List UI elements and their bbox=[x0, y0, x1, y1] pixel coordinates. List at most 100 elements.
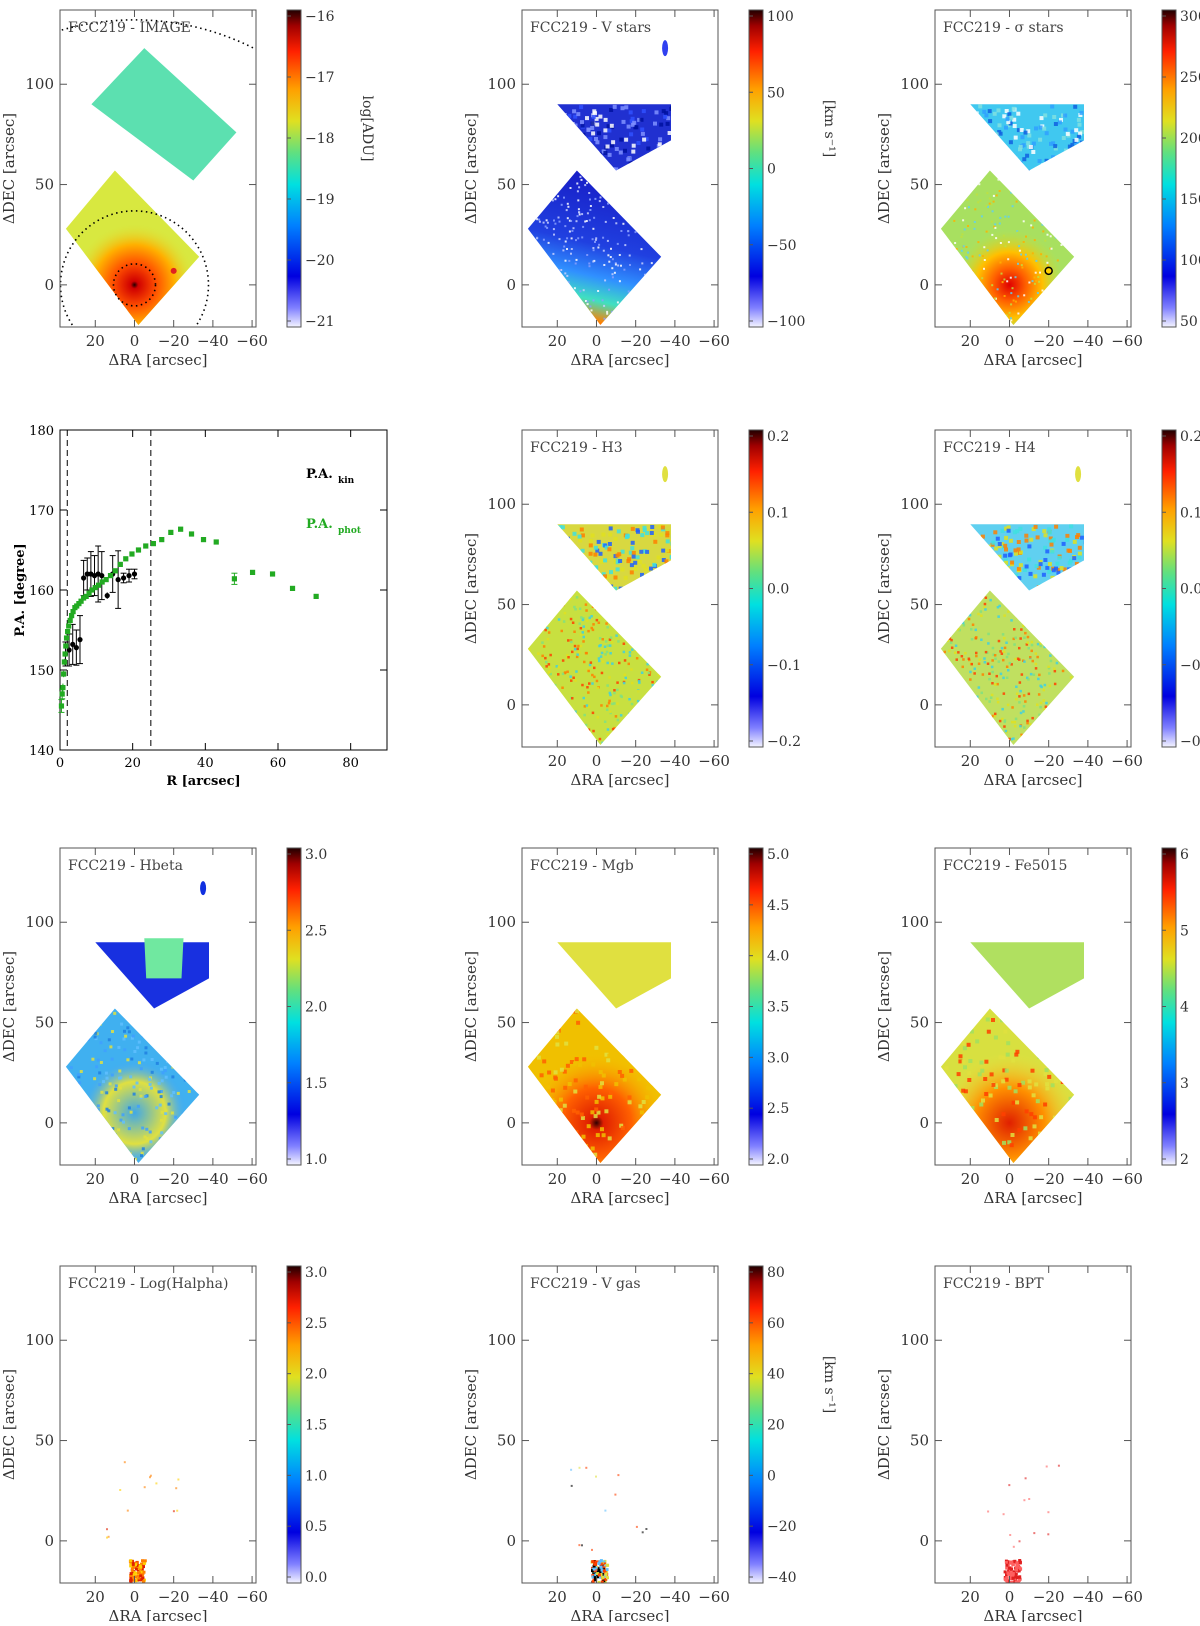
speckle-cell bbox=[1001, 1079, 1006, 1084]
speckle-cell bbox=[1045, 1086, 1050, 1091]
speckle-cell bbox=[984, 650, 988, 654]
panel-title: FCC219 - V gas bbox=[530, 1276, 641, 1292]
speckle-cell bbox=[997, 639, 1001, 643]
speckle-cell bbox=[181, 1156, 184, 1160]
speckle-cell bbox=[1010, 738, 1014, 741]
speckle-cell bbox=[98, 1022, 102, 1026]
speckle-cell bbox=[585, 704, 589, 707]
speckle-cell bbox=[583, 660, 586, 664]
speckle-cell bbox=[1009, 1143, 1014, 1148]
speckle-cell bbox=[995, 1150, 1000, 1155]
y-tick-label: 0 bbox=[44, 276, 54, 294]
x-tick-label: 20 bbox=[548, 752, 567, 770]
speckle-cell bbox=[154, 1043, 158, 1047]
speckle-cell bbox=[1006, 703, 1010, 707]
speckle-cell bbox=[187, 1090, 191, 1093]
speckle-cell bbox=[988, 700, 991, 703]
speckle-cell bbox=[960, 733, 964, 736]
speckle-cell bbox=[1007, 215, 1010, 218]
speckle-cell bbox=[1012, 637, 1015, 641]
x-tick-label: −20 bbox=[1033, 1588, 1065, 1606]
speckle-cell bbox=[626, 157, 631, 162]
speckle-cell bbox=[960, 249, 963, 252]
speckle-cell bbox=[559, 590, 564, 591]
speckle-cell bbox=[1019, 128, 1024, 132]
speckle-cell bbox=[1022, 220, 1025, 223]
speckle-cell bbox=[588, 538, 593, 543]
speckle-cell bbox=[610, 143, 614, 148]
speckle-cell bbox=[1039, 701, 1043, 705]
emission-cell bbox=[1045, 1465, 1048, 1468]
speckle-cell bbox=[1068, 195, 1071, 198]
map-content bbox=[940, 942, 1084, 1163]
speckle-cell bbox=[1017, 295, 1020, 298]
colorbar-tick-label: 80 bbox=[767, 1265, 785, 1281]
speckle-cell bbox=[569, 675, 572, 678]
speckle-cell bbox=[598, 114, 603, 119]
speckle-cell bbox=[1003, 543, 1008, 548]
speckle-cell bbox=[595, 1133, 600, 1138]
speckle-cell bbox=[99, 1041, 103, 1045]
speckle-cell bbox=[1042, 699, 1045, 702]
speckle-cell bbox=[993, 530, 998, 535]
speckle-cell bbox=[1038, 1131, 1042, 1136]
colorbar-label: [km s⁻¹] bbox=[821, 1356, 837, 1413]
speckle-cell bbox=[593, 675, 596, 679]
speckle-cell bbox=[1042, 126, 1047, 131]
speckle-cell bbox=[549, 653, 552, 657]
speckle-cell bbox=[1013, 628, 1016, 631]
pa-point-phot bbox=[249, 569, 256, 575]
axes-frame bbox=[934, 9, 1132, 328]
speckle-cell bbox=[535, 673, 538, 677]
emission-cell bbox=[1009, 1571, 1013, 1575]
speckle-cell bbox=[955, 658, 958, 661]
speckle-cell bbox=[946, 268, 948, 271]
speckle-cell bbox=[1006, 178, 1009, 181]
speckle-cell bbox=[69, 1116, 73, 1120]
speckle-cell bbox=[981, 673, 985, 676]
x-tick-label: −20 bbox=[620, 1588, 652, 1606]
speckle-cell bbox=[955, 1034, 960, 1039]
speckle-cell bbox=[1065, 321, 1068, 324]
speckle-cell bbox=[1003, 295, 1006, 297]
speckle-cell bbox=[1032, 1115, 1037, 1120]
speckle-cell bbox=[656, 186, 659, 189]
speckle-cell bbox=[978, 254, 981, 257]
speckle-cell bbox=[1035, 737, 1038, 740]
speckle-cell bbox=[188, 1029, 192, 1033]
speckle-cell bbox=[589, 209, 592, 211]
speckle-cell bbox=[631, 149, 636, 154]
speckle-cell bbox=[1009, 592, 1012, 596]
x-tick-label: 0 bbox=[592, 1170, 602, 1188]
speckle-cell bbox=[1001, 1055, 1006, 1060]
speckle-cell bbox=[1067, 707, 1071, 710]
speckle-cell bbox=[189, 1112, 193, 1116]
speckle-cell bbox=[1012, 124, 1017, 128]
speckle-cell bbox=[659, 171, 662, 174]
speckle-cell bbox=[1062, 603, 1065, 606]
speckle-cell bbox=[1017, 576, 1022, 581]
x-tick-label: −20 bbox=[1033, 752, 1065, 770]
speckle-cell bbox=[191, 1057, 195, 1061]
speckle-cell bbox=[947, 708, 951, 711]
speckle-cell bbox=[560, 203, 563, 206]
speckle-cell bbox=[551, 184, 554, 187]
speckle-cell bbox=[538, 220, 541, 223]
emission-cell bbox=[1033, 1532, 1036, 1535]
speckle-cell bbox=[958, 596, 961, 600]
speckle-cell bbox=[602, 206, 605, 208]
pa-legend-subscript: kin bbox=[338, 476, 355, 486]
speckle-cell bbox=[1056, 610, 1060, 613]
speckle-cell bbox=[592, 299, 595, 302]
speckle-cell bbox=[576, 215, 579, 218]
speckle-cell bbox=[635, 657, 639, 660]
y-axis-label: ΔDEC [arcsec] bbox=[875, 951, 893, 1062]
speckle-cell bbox=[569, 144, 574, 149]
emission-cell bbox=[1005, 1566, 1009, 1570]
speckle-cell bbox=[575, 305, 578, 308]
speckle-cell bbox=[941, 1082, 946, 1087]
speckle-cell bbox=[580, 1033, 585, 1037]
speckle-cell bbox=[620, 1073, 625, 1078]
speckle-cell bbox=[617, 552, 622, 557]
